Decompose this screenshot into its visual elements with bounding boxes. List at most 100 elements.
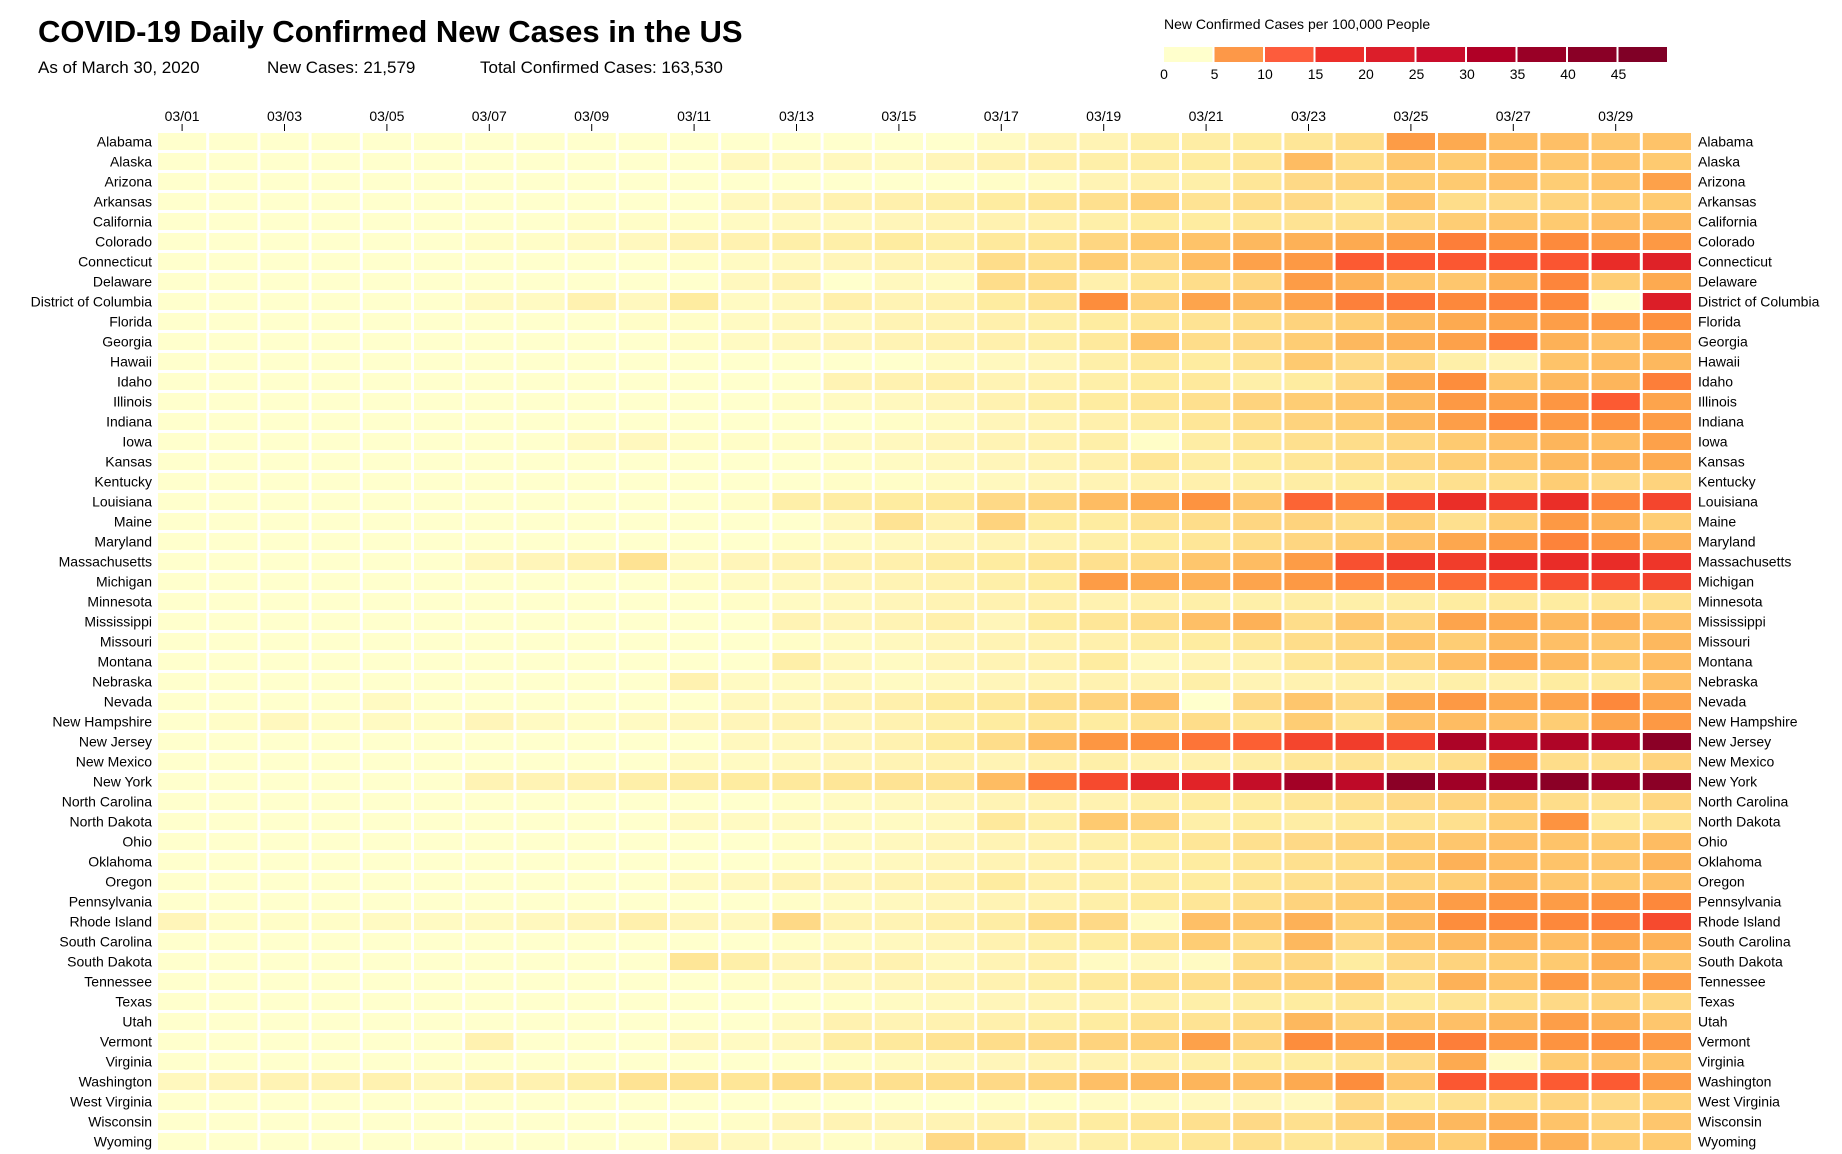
heatmap-cell — [977, 553, 1026, 570]
heatmap-cell — [567, 433, 616, 450]
heatmap-cell — [362, 233, 411, 250]
heatmap-cell — [158, 833, 207, 850]
heatmap-cell — [414, 993, 463, 1010]
heatmap-cell — [670, 773, 719, 790]
heatmap-cell — [311, 613, 360, 630]
heatmap-cell — [414, 693, 463, 710]
heatmap-cell — [465, 253, 514, 270]
heatmap-cell — [1182, 273, 1231, 290]
heatmap-cell — [516, 173, 565, 190]
heatmap-cell — [977, 813, 1026, 830]
heatmap-cell — [209, 473, 258, 490]
heatmap-cell — [1642, 213, 1691, 230]
heatmap-cell — [1489, 1093, 1538, 1110]
heatmap-cell — [1079, 1053, 1128, 1070]
heatmap-cell — [311, 253, 360, 270]
heatmap-cell — [1438, 413, 1487, 430]
heatmap-cell — [1130, 553, 1179, 570]
heatmap-cell — [1182, 413, 1231, 430]
heatmap-cell — [874, 753, 923, 770]
heatmap-cell — [1079, 173, 1128, 190]
heatmap-cell — [516, 213, 565, 230]
heatmap-cell — [926, 1093, 975, 1110]
heatmap-cell — [977, 993, 1026, 1010]
heatmap-cell — [1438, 633, 1487, 650]
heatmap-cell — [362, 713, 411, 730]
heatmap-cell — [1591, 593, 1640, 610]
heatmap-cell — [874, 1033, 923, 1050]
heatmap-cell — [516, 993, 565, 1010]
heatmap-cell — [567, 913, 616, 930]
x-axis: 03/01 03/03 03/05 03/07 03/09 03/11 03/13 03/15… — [158, 108, 1692, 131]
heatmap-cell — [311, 193, 360, 210]
state-label-left: Colorado — [95, 234, 152, 250]
heatmap-cell — [1028, 533, 1077, 550]
heatmap-cell — [1540, 233, 1589, 250]
heatmap-cell — [209, 773, 258, 790]
heatmap-cell — [158, 713, 207, 730]
heatmap-cell — [516, 1013, 565, 1030]
heatmap-cell — [1489, 933, 1538, 950]
state-label-right: Massachusetts — [1698, 554, 1791, 570]
heatmap-cell — [516, 873, 565, 890]
heatmap-cell — [1284, 1073, 1333, 1090]
heatmap-cell — [516, 773, 565, 790]
heatmap-cell — [260, 133, 309, 150]
heatmap-cell — [1284, 773, 1333, 790]
heatmap-cell — [1642, 513, 1691, 530]
heatmap-cell — [1386, 493, 1435, 510]
heatmap-cell — [1079, 213, 1128, 230]
heatmap-cell — [670, 393, 719, 410]
heatmap-cell — [926, 1013, 975, 1030]
state-label-right: Illinois — [1698, 394, 1737, 410]
heatmap-cell — [1642, 293, 1691, 310]
heatmap-cell — [311, 413, 360, 430]
heatmap-cell — [465, 293, 514, 310]
legend-swatch — [1416, 47, 1465, 62]
heatmap-cell — [721, 673, 770, 690]
heatmap-cell — [1489, 233, 1538, 250]
heatmap-cell — [977, 213, 1026, 230]
heatmap-cell — [516, 693, 565, 710]
heatmap-cell — [618, 1133, 667, 1150]
heatmap-cell — [926, 693, 975, 710]
heatmap-cell — [823, 893, 872, 910]
heatmap-cell — [926, 373, 975, 390]
heatmap-cell — [311, 173, 360, 190]
heatmap-cell — [1028, 973, 1077, 990]
heatmap-cell — [874, 533, 923, 550]
heatmap-cell — [1642, 273, 1691, 290]
heatmap-cell — [362, 873, 411, 890]
heatmap-cell — [1028, 193, 1077, 210]
heatmap-cell — [772, 413, 821, 430]
heatmap-cell — [823, 633, 872, 650]
state-label-left: North Dakota — [70, 814, 153, 830]
heatmap-cell — [1182, 593, 1231, 610]
heatmap-cell — [823, 293, 872, 310]
heatmap-cell — [1079, 253, 1128, 270]
heatmap-cell — [260, 993, 309, 1010]
heatmap-cell — [1284, 753, 1333, 770]
heatmap-cell — [1591, 993, 1640, 1010]
heatmap-cell — [1284, 933, 1333, 950]
heatmap-cell — [516, 493, 565, 510]
heatmap-cell — [772, 393, 821, 410]
heatmap-cell — [874, 1093, 923, 1110]
heatmap-cell — [260, 893, 309, 910]
state-label-right: Iowa — [1698, 434, 1728, 450]
heatmap-cell — [874, 733, 923, 750]
legend-swatch — [1467, 47, 1516, 62]
heatmap-cell — [618, 913, 667, 930]
heatmap-cell — [1233, 313, 1282, 330]
heatmap-cell — [1182, 393, 1231, 410]
heatmap-cell — [772, 1033, 821, 1050]
heatmap-cell — [1438, 313, 1487, 330]
heatmap-cell — [311, 573, 360, 590]
heatmap-cell — [874, 693, 923, 710]
state-label-left: Oregon — [105, 874, 152, 890]
heatmap-cell — [823, 533, 872, 550]
heatmap-cell — [1233, 493, 1282, 510]
heatmap-cell — [1386, 653, 1435, 670]
heatmap-cell — [1591, 833, 1640, 850]
heatmap-cell — [1386, 193, 1435, 210]
